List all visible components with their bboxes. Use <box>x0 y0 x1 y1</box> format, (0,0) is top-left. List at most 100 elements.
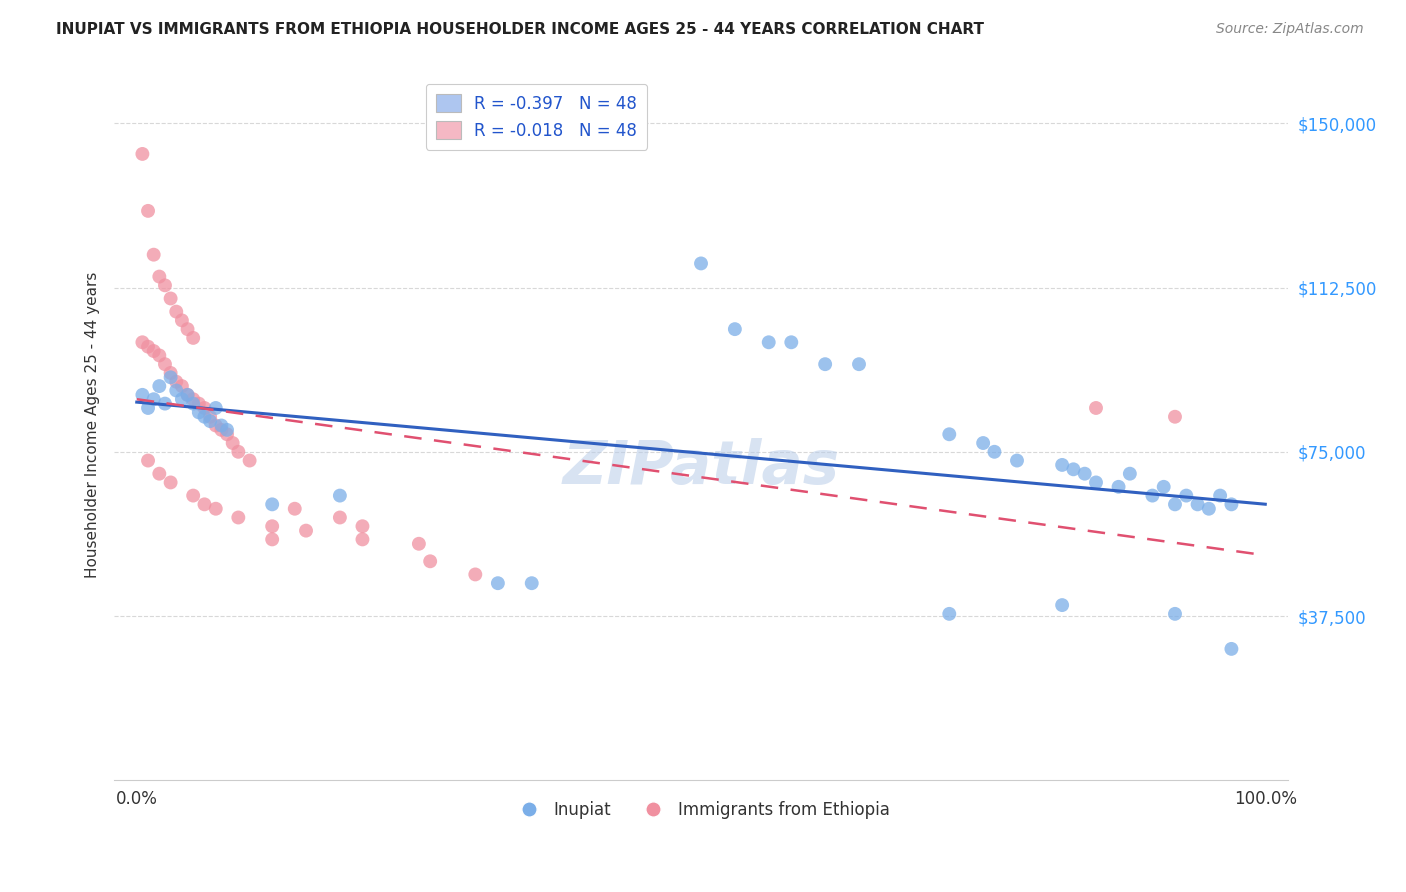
Point <box>193 401 215 415</box>
Point <box>170 379 193 393</box>
Point <box>1050 458 1073 472</box>
Point <box>209 418 232 433</box>
Point <box>181 489 204 503</box>
Point <box>228 444 250 458</box>
Point <box>136 453 159 467</box>
Point <box>131 388 153 402</box>
Point <box>464 567 486 582</box>
Point <box>1220 641 1243 656</box>
Point <box>1119 467 1142 481</box>
Point <box>221 436 243 450</box>
Point <box>1085 401 1108 415</box>
Point <box>1085 475 1108 490</box>
Point <box>159 292 181 306</box>
Point <box>724 322 747 336</box>
Y-axis label: Householder Income Ages 25 - 44 years: Householder Income Ages 25 - 44 years <box>86 271 100 578</box>
Point <box>848 357 870 371</box>
Point <box>159 370 181 384</box>
Point <box>295 524 318 538</box>
Text: ZIPatlas: ZIPatlas <box>562 438 839 497</box>
Legend: Inupiat, Immigrants from Ethiopia: Inupiat, Immigrants from Ethiopia <box>505 794 897 825</box>
Text: INUPIAT VS IMMIGRANTS FROM ETHIOPIA HOUSEHOLDER INCOME AGES 25 - 44 YEARS CORREL: INUPIAT VS IMMIGRANTS FROM ETHIOPIA HOUS… <box>56 22 984 37</box>
Point <box>159 366 181 380</box>
Point <box>1142 489 1164 503</box>
Point <box>419 554 441 568</box>
Point <box>176 322 198 336</box>
Point <box>181 392 204 407</box>
Point <box>131 335 153 350</box>
Point <box>198 414 221 428</box>
Point <box>153 357 176 371</box>
Point <box>1073 467 1095 481</box>
Point <box>148 269 170 284</box>
Point <box>1209 489 1232 503</box>
Point <box>262 497 284 511</box>
Point <box>262 533 284 547</box>
Point <box>176 388 198 402</box>
Point <box>1005 453 1028 467</box>
Point <box>1198 501 1220 516</box>
Point <box>165 375 187 389</box>
Point <box>198 409 221 424</box>
Point <box>408 537 430 551</box>
Point <box>938 427 960 442</box>
Point <box>142 248 165 262</box>
Point <box>780 335 803 350</box>
Point <box>215 427 238 442</box>
Point <box>148 467 170 481</box>
Point <box>153 278 176 293</box>
Point <box>329 510 352 524</box>
Point <box>215 423 238 437</box>
Point <box>352 533 374 547</box>
Point <box>520 576 543 591</box>
Point <box>239 453 262 467</box>
Point <box>136 401 159 415</box>
Point <box>262 519 284 533</box>
Point <box>148 348 170 362</box>
Point <box>329 489 352 503</box>
Point <box>148 379 170 393</box>
Point <box>181 396 204 410</box>
Point <box>204 501 226 516</box>
Point <box>352 519 374 533</box>
Point <box>1164 497 1187 511</box>
Point <box>284 501 307 516</box>
Point <box>165 304 187 318</box>
Point <box>187 405 209 419</box>
Point <box>814 357 837 371</box>
Point <box>136 203 159 218</box>
Point <box>758 335 780 350</box>
Point <box>142 392 165 407</box>
Point <box>193 409 215 424</box>
Point <box>136 340 159 354</box>
Point <box>159 475 181 490</box>
Point <box>181 331 204 345</box>
Point <box>1164 409 1187 424</box>
Point <box>170 392 193 407</box>
Point <box>1108 480 1130 494</box>
Point <box>1050 598 1073 612</box>
Point <box>209 423 232 437</box>
Point <box>1153 480 1175 494</box>
Point <box>153 396 176 410</box>
Point <box>486 576 509 591</box>
Point <box>170 313 193 327</box>
Point <box>204 418 226 433</box>
Text: Source: ZipAtlas.com: Source: ZipAtlas.com <box>1216 22 1364 37</box>
Point <box>187 396 209 410</box>
Point <box>690 256 713 270</box>
Point <box>1164 607 1187 621</box>
Point <box>131 147 153 161</box>
Point <box>1062 462 1084 476</box>
Point <box>1175 489 1198 503</box>
Point <box>165 384 187 398</box>
Point <box>1220 497 1243 511</box>
Point <box>204 401 226 415</box>
Point <box>1187 497 1209 511</box>
Point <box>142 344 165 359</box>
Point <box>972 436 994 450</box>
Point <box>176 388 198 402</box>
Point <box>228 510 250 524</box>
Point <box>193 497 215 511</box>
Point <box>983 444 1005 458</box>
